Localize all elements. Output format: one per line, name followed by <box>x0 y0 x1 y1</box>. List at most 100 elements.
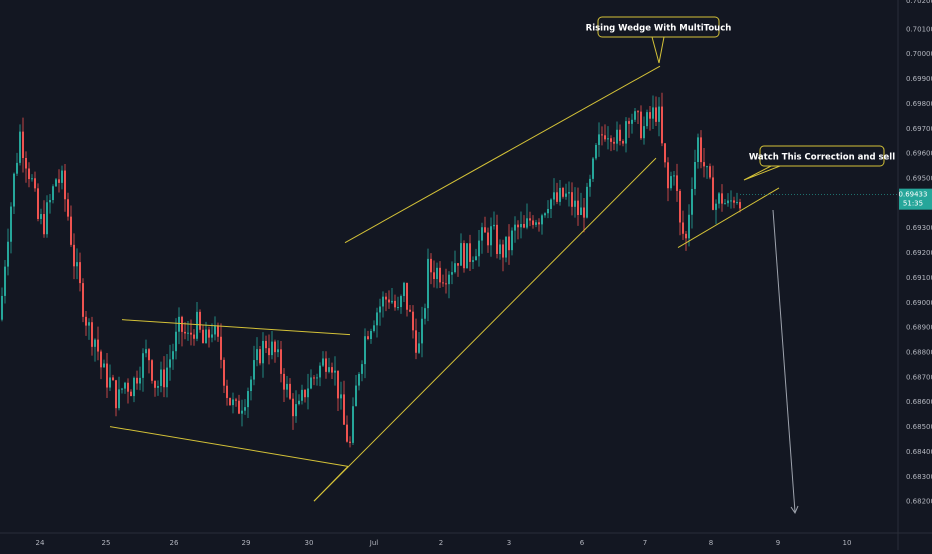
candle <box>691 177 693 229</box>
candle-body <box>133 377 135 397</box>
candle-body <box>184 331 186 334</box>
candle-body <box>256 349 258 361</box>
candle-body <box>433 272 435 279</box>
candle <box>286 376 288 398</box>
candle <box>622 139 624 147</box>
candle-body <box>124 382 126 389</box>
candle <box>154 380 156 397</box>
candle-body <box>385 296 387 300</box>
candle <box>202 325 204 344</box>
candle <box>397 296 399 311</box>
candle-body <box>49 200 51 203</box>
candle-body <box>154 380 156 388</box>
candle <box>400 294 402 314</box>
candle <box>553 178 555 206</box>
candle <box>739 198 741 213</box>
candle-body <box>601 134 603 136</box>
candle-body <box>457 263 459 266</box>
candle-body <box>379 306 381 313</box>
candle <box>277 340 279 358</box>
candle <box>736 192 738 205</box>
candle-body <box>259 349 261 364</box>
candle-body <box>550 199 552 209</box>
candle <box>313 375 315 386</box>
candle <box>304 389 306 403</box>
candle <box>547 200 549 219</box>
candle-body <box>391 300 393 303</box>
candle <box>118 376 120 411</box>
candle <box>271 331 273 360</box>
candle-body <box>466 243 468 269</box>
candle <box>493 211 495 230</box>
candle-body <box>79 262 81 284</box>
candle-body <box>520 223 522 228</box>
candle <box>52 184 54 204</box>
candle <box>556 182 558 205</box>
candle-body <box>709 166 711 178</box>
candle-body <box>181 316 183 332</box>
candle-body <box>619 129 621 141</box>
candle <box>604 124 606 142</box>
candle <box>469 234 471 272</box>
candle-body <box>331 367 333 373</box>
candle-body <box>664 143 666 163</box>
candle-body <box>499 244 501 254</box>
candle-body <box>430 258 432 273</box>
candle-body <box>610 138 612 142</box>
correction-callout[interactable]: Watch This Correction and sell <box>743 145 895 181</box>
candle-body <box>607 138 609 140</box>
candle-body <box>292 398 294 417</box>
candle <box>328 357 330 374</box>
candle <box>58 169 60 193</box>
candle <box>433 260 435 288</box>
candle-body <box>667 162 669 189</box>
candle <box>280 341 282 383</box>
candle <box>541 213 543 235</box>
candle <box>496 214 498 259</box>
candle-body <box>697 137 699 162</box>
candle-body <box>478 240 480 257</box>
candle <box>259 345 261 366</box>
candle <box>490 217 492 257</box>
candle-body <box>349 441 351 443</box>
channel-breakout-line <box>313 465 349 502</box>
candle-body <box>208 329 210 338</box>
candle <box>178 307 180 345</box>
candle-body <box>112 377 114 381</box>
candle <box>289 378 291 401</box>
candle-body <box>217 325 219 337</box>
candle <box>427 248 429 322</box>
candle-body <box>100 351 102 368</box>
candle-body <box>361 364 363 374</box>
candle <box>655 96 657 126</box>
candle-body <box>397 307 399 309</box>
candle <box>529 211 531 227</box>
candle-body <box>142 353 144 378</box>
candle-body <box>487 232 489 246</box>
candle <box>160 361 162 393</box>
wedge-lower-line <box>313 157 657 502</box>
candle <box>244 399 246 415</box>
candle <box>157 380 159 396</box>
candle <box>10 202 12 254</box>
candle <box>61 165 63 190</box>
candle-body <box>82 283 84 317</box>
wedge-callout[interactable]: Rising Wedge With MultiTouch <box>586 16 732 64</box>
candle <box>79 252 81 292</box>
candle-body <box>475 256 477 261</box>
candle <box>70 205 72 247</box>
candlestick-series <box>1 92 741 448</box>
candle-body <box>721 193 723 204</box>
candle <box>724 199 726 205</box>
candle-body <box>94 339 96 347</box>
candle <box>130 389 132 397</box>
candle-body <box>160 369 162 386</box>
candle <box>511 227 513 256</box>
candle-body <box>622 140 624 144</box>
